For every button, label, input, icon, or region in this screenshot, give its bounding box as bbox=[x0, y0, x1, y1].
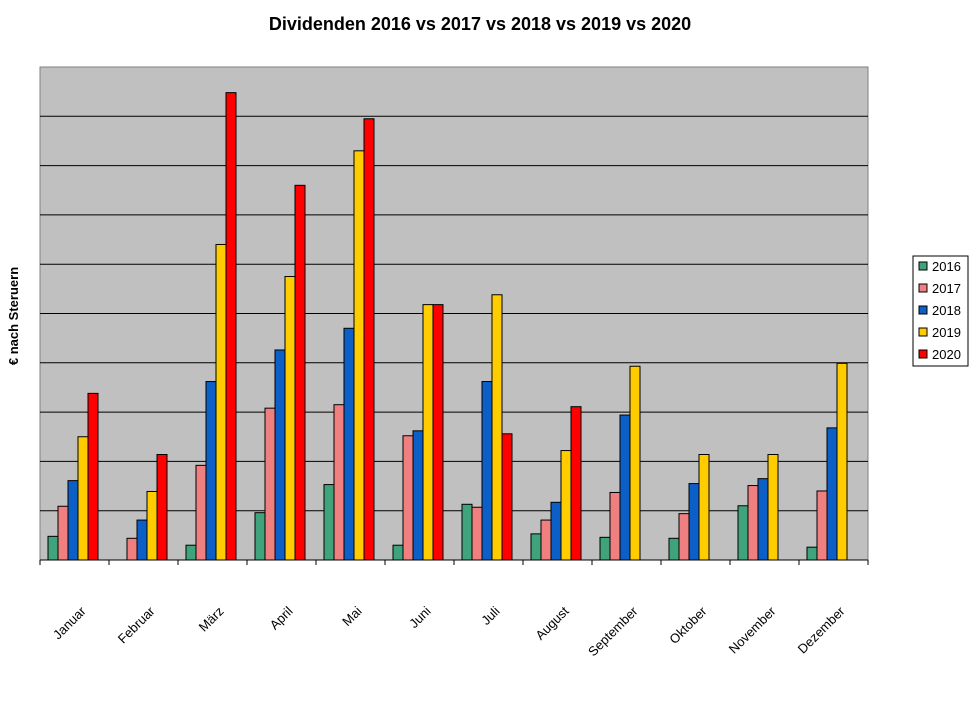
bar-2020-februar bbox=[156, 453, 168, 561]
bar-2020-januar bbox=[87, 392, 99, 561]
bar-2017-juli bbox=[471, 506, 483, 561]
x-tick-label: September bbox=[585, 603, 641, 659]
bar-2017-mai bbox=[333, 404, 345, 561]
x-tick-label: März bbox=[196, 604, 227, 635]
legend-swatch-2019 bbox=[918, 327, 928, 337]
bar-2017-januar bbox=[57, 505, 69, 561]
x-tick-label: November bbox=[726, 603, 779, 656]
bar-2017-juni bbox=[402, 435, 414, 561]
bar-2020-juni bbox=[432, 304, 444, 561]
chart-title: Dividenden 2016 vs 2017 vs 2018 vs 2019 … bbox=[269, 14, 691, 34]
bar-2019-september bbox=[629, 365, 641, 561]
bar-2020-juli bbox=[501, 433, 513, 561]
legend-label-2017: 2017 bbox=[932, 281, 961, 296]
bar-2017-september bbox=[609, 491, 621, 561]
bar-2019-august bbox=[560, 450, 572, 561]
bar-2020-märz bbox=[225, 92, 237, 561]
bar-2017-oktober bbox=[678, 513, 690, 561]
bar-2019-november bbox=[767, 453, 779, 561]
y-axis-label: € nach Steruern bbox=[6, 267, 21, 365]
x-axis bbox=[39, 559, 869, 565]
bar-2017-august bbox=[540, 519, 552, 561]
bar-2020-mai bbox=[363, 118, 375, 561]
bar-2019-oktober bbox=[698, 453, 710, 561]
bar-2019-märz bbox=[215, 243, 227, 561]
bar-2017-november bbox=[747, 485, 759, 561]
bar-2018-oktober bbox=[688, 483, 700, 561]
bar-2019-januar bbox=[77, 436, 89, 561]
x-tick-label: Mai bbox=[339, 603, 364, 628]
bar-2016-juli bbox=[461, 503, 473, 561]
bar-2016-oktober bbox=[668, 537, 680, 561]
bar-2018-januar bbox=[67, 480, 79, 561]
x-tick-label: April bbox=[267, 603, 296, 632]
bar-2016-august bbox=[530, 533, 542, 561]
bar-2018-juni bbox=[412, 430, 424, 561]
bar-2019-dezember bbox=[836, 362, 848, 561]
x-tick-label: Januar bbox=[50, 603, 89, 642]
legend-swatch-2017 bbox=[918, 283, 928, 293]
legend: 2016 2017 2018 2019 2020 bbox=[912, 255, 969, 367]
x-tick-label: August bbox=[532, 603, 571, 642]
bar-2018-september bbox=[619, 414, 631, 561]
gridlines bbox=[40, 115, 868, 512]
bar-2018-februar bbox=[136, 519, 148, 561]
bar-2018-april bbox=[274, 349, 286, 561]
bar-2019-juni bbox=[422, 304, 434, 561]
bar-2016-april bbox=[254, 512, 266, 561]
legend-label-2019: 2019 bbox=[932, 325, 961, 340]
legend-label-2018: 2018 bbox=[932, 303, 961, 318]
bar-2019-februar bbox=[146, 490, 158, 561]
legend-label-2020: 2020 bbox=[932, 347, 961, 362]
bar-2019-juli bbox=[491, 294, 503, 561]
x-tick-label: Februar bbox=[115, 603, 158, 646]
x-tick-label: Juli bbox=[478, 603, 502, 627]
bar-2018-märz bbox=[205, 381, 217, 561]
x-tick-labels: Januar Februar März April Mai Juni Juli August S… bbox=[50, 603, 848, 659]
bar-2018-dezember bbox=[826, 427, 838, 561]
bar-2018-juli bbox=[481, 381, 493, 561]
bar-2016-januar bbox=[47, 535, 59, 561]
bar-2016-juni bbox=[392, 544, 404, 561]
bar-2016-november bbox=[737, 505, 749, 561]
bar-2018-november bbox=[757, 478, 769, 561]
legend-swatch-2018 bbox=[918, 305, 928, 315]
legend-swatch-2020 bbox=[918, 349, 928, 359]
bar-2019-april bbox=[284, 276, 296, 561]
x-tick-label: Dezember bbox=[795, 603, 848, 656]
bar-2017-märz bbox=[195, 464, 207, 561]
bar-2019-mai bbox=[353, 150, 365, 561]
bar-2017-april bbox=[264, 407, 276, 561]
bar-2020-april bbox=[294, 184, 306, 561]
bar-2016-september bbox=[599, 536, 611, 561]
bars bbox=[47, 92, 848, 561]
bar-2018-mai bbox=[343, 327, 355, 561]
bar-2017-februar bbox=[126, 537, 138, 561]
x-tick-label: Oktober bbox=[666, 603, 710, 647]
legend-swatch-2016 bbox=[918, 261, 928, 271]
bar-2016-märz bbox=[185, 544, 197, 561]
bar-2020-august bbox=[570, 406, 582, 561]
bar-2016-mai bbox=[323, 484, 335, 561]
x-tick-label: Juni bbox=[406, 603, 434, 631]
bar-2017-dezember bbox=[816, 490, 828, 561]
legend-label-2016: 2016 bbox=[932, 259, 961, 274]
bar-2018-august bbox=[550, 501, 562, 561]
bar-2016-dezember bbox=[806, 546, 818, 561]
